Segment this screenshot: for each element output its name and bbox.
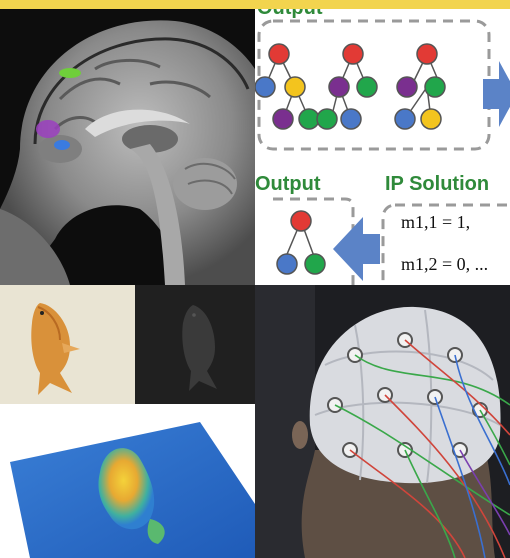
fish-surface-plot-panel bbox=[0, 404, 255, 558]
output-title: Output bbox=[255, 173, 321, 195]
mri-panel bbox=[0, 9, 255, 285]
tree-1 bbox=[255, 43, 320, 130]
diagram-graphics bbox=[255, 19, 510, 285]
fish-photo bbox=[0, 285, 135, 404]
right-arrow-icon bbox=[483, 61, 510, 127]
eeg-cap-panel bbox=[255, 285, 510, 558]
activation-blue bbox=[54, 140, 70, 150]
tree-2 bbox=[316, 43, 378, 130]
surface-plot bbox=[10, 422, 255, 558]
ip-solution-box bbox=[381, 203, 510, 285]
fish-photo-panel bbox=[0, 285, 135, 404]
eeg-cap-photo bbox=[255, 285, 510, 558]
fish-ir-panel bbox=[135, 285, 255, 404]
diagram-panel: Output Output IP Solution m1,1 = 1, m1,2… bbox=[255, 9, 510, 285]
mri-image bbox=[0, 9, 255, 285]
fish-ir-image bbox=[135, 285, 255, 404]
left-arrow-icon bbox=[333, 217, 380, 281]
top-accent-bar bbox=[0, 0, 510, 9]
output-title-top: Output bbox=[257, 9, 323, 20]
tree-3 bbox=[394, 43, 446, 130]
equation-2: m1,2 = 0, ... bbox=[401, 254, 489, 274]
tree-output bbox=[276, 210, 326, 275]
activation-green bbox=[59, 68, 81, 78]
activation-purple bbox=[36, 120, 60, 138]
equation-1: m1,1 = 1, bbox=[401, 212, 471, 232]
ip-solution-title: IP Solution bbox=[385, 173, 490, 195]
